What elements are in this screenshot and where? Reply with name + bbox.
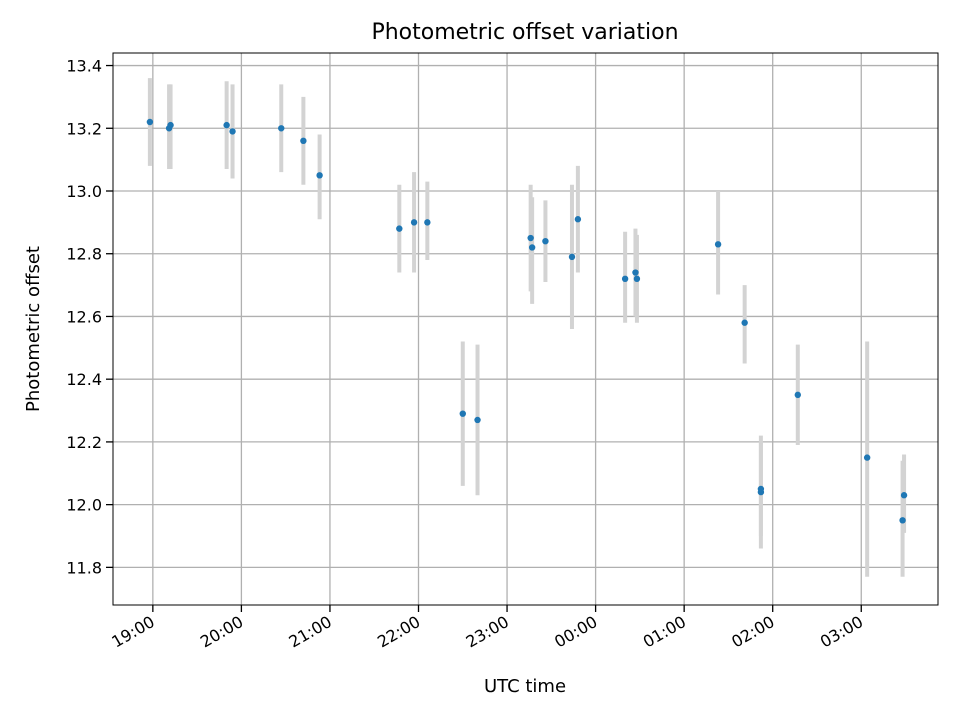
data-point bbox=[568, 253, 576, 261]
data-point bbox=[632, 269, 639, 276]
y-tick-label: 13.0 bbox=[66, 182, 102, 201]
data-point bbox=[165, 125, 173, 132]
data-point bbox=[899, 517, 906, 524]
data-point bbox=[410, 219, 418, 226]
data-point bbox=[900, 492, 908, 499]
data-point bbox=[316, 172, 323, 179]
data-point bbox=[474, 416, 481, 424]
data-point bbox=[741, 319, 748, 326]
plot-frame bbox=[112, 52, 939, 606]
x-axis-label: UTC time bbox=[484, 676, 566, 697]
y-tick-label: 12.2 bbox=[66, 433, 102, 452]
data-point bbox=[794, 391, 801, 399]
y-tick-label: 11.8 bbox=[66, 558, 102, 577]
data-point bbox=[278, 125, 285, 132]
data-point bbox=[863, 454, 871, 461]
data-point bbox=[424, 219, 431, 226]
chart-title: Photometric offset variation bbox=[371, 20, 678, 45]
data-point bbox=[229, 128, 236, 135]
data-point bbox=[223, 121, 230, 129]
data-point bbox=[528, 244, 536, 251]
data-point bbox=[574, 216, 582, 223]
data-point bbox=[621, 275, 629, 283]
data-point bbox=[459, 410, 466, 417]
y-axis-ticks: 11.8 12.0 12.2 12.4 12.6 12.8 13.0 13.2 13.4 bbox=[66, 57, 113, 577]
y-tick-label: 13.2 bbox=[66, 119, 102, 138]
y-tick-label: 12.6 bbox=[66, 307, 102, 326]
data-point bbox=[542, 237, 549, 245]
y-axis-label: Photometric offset bbox=[23, 246, 44, 412]
data-point bbox=[527, 234, 534, 242]
data-points bbox=[146, 118, 908, 524]
data-point bbox=[714, 241, 722, 248]
grid bbox=[113, 53, 938, 605]
data-point bbox=[633, 275, 641, 283]
y-tick-label: 12.4 bbox=[66, 370, 102, 389]
data-point bbox=[300, 137, 307, 145]
plot-area bbox=[113, 53, 938, 605]
data-point bbox=[757, 488, 765, 496]
data-point bbox=[396, 225, 403, 232]
y-tick-label: 12.0 bbox=[66, 496, 102, 515]
y-tick-label: 13.4 bbox=[66, 57, 102, 76]
y-tick-label: 12.8 bbox=[66, 245, 102, 264]
data-point bbox=[146, 118, 154, 126]
